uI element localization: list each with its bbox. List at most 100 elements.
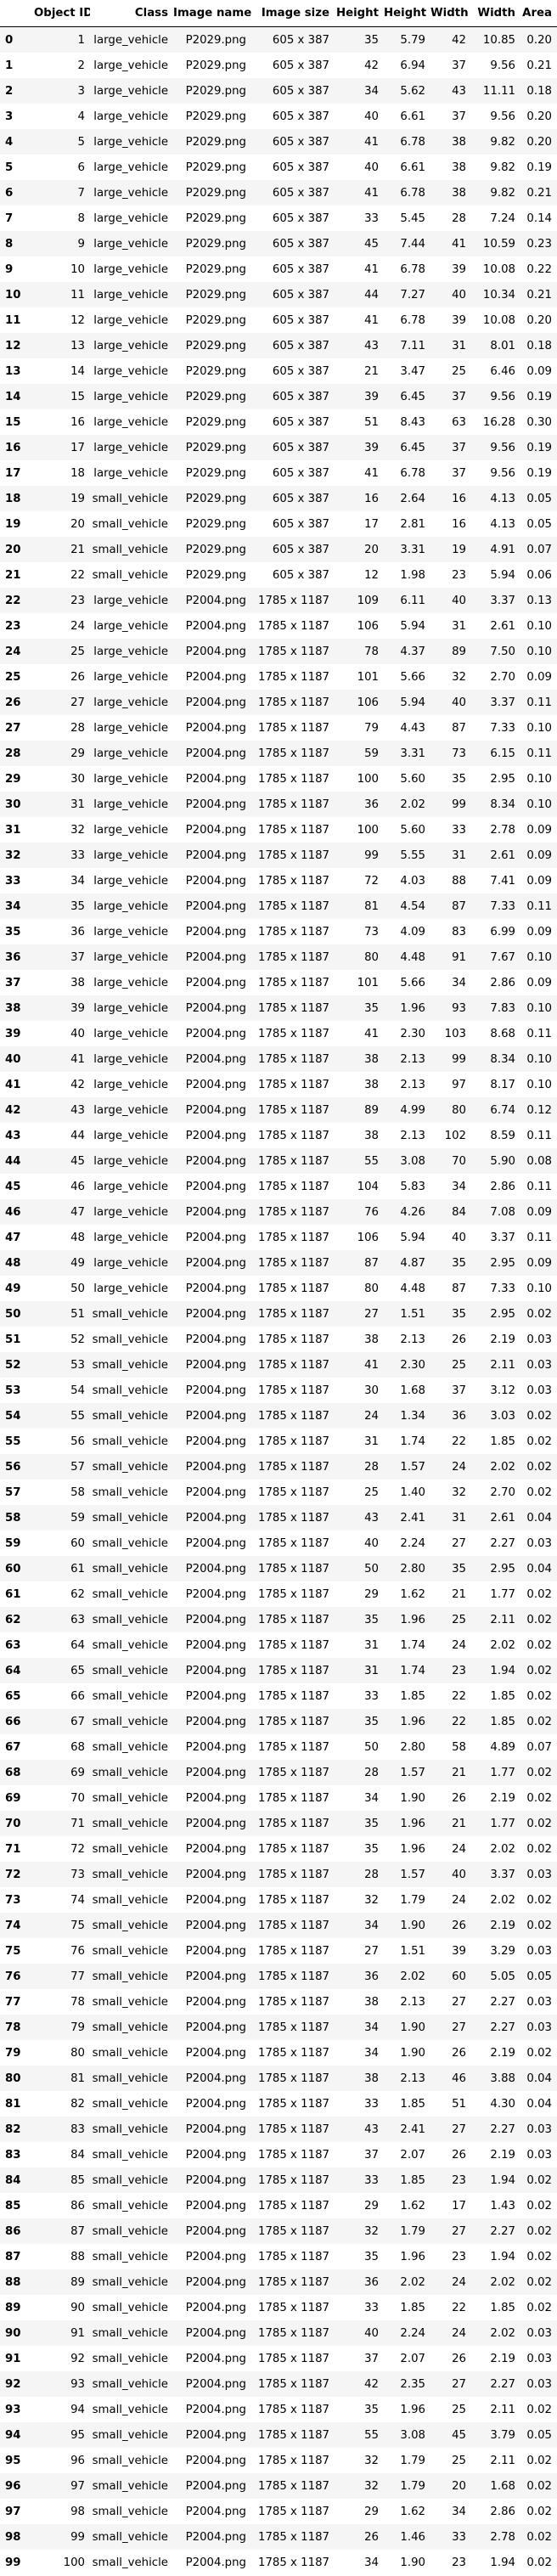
table-cell: 8.43 xyxy=(400,415,425,429)
table-cell: 4.43 xyxy=(400,721,425,735)
table-cell: P2004.png xyxy=(185,594,246,607)
table-cell: 4.09 xyxy=(400,925,425,939)
table-cell: 71 xyxy=(70,1817,85,1830)
row-index: 40 xyxy=(5,1052,21,1066)
table-cell: 66 xyxy=(70,1689,85,1703)
table-cell: 2.11 xyxy=(490,1358,515,1372)
table-cell: P2004.png xyxy=(185,2352,246,2365)
table-cell: 30 xyxy=(70,772,85,786)
table-cell: 2.11 xyxy=(490,1613,515,1626)
row-index: 90 xyxy=(5,2326,21,2340)
table-cell: 0.03 xyxy=(526,1333,552,1346)
row-index: 25 xyxy=(5,670,21,684)
table-cell: 0.09 xyxy=(526,874,552,888)
table-cell: 1785 x 1187 xyxy=(257,950,329,964)
table-cell: 3.37 xyxy=(490,696,515,709)
table-cell: 6.11 xyxy=(400,594,425,607)
table-cell: 39 xyxy=(452,313,466,327)
table-cell: 1.98 xyxy=(400,568,425,582)
table-cell: 6.78 xyxy=(400,135,425,149)
table-cell: 0.04 xyxy=(526,1562,552,1575)
table-cell: 2.30 xyxy=(400,1358,425,1372)
table-cell: P2004.png xyxy=(185,2148,246,2162)
table-cell: 605 x 387 xyxy=(272,339,329,352)
table-cell: 38 xyxy=(364,1129,379,1142)
table-cell: 1785 x 1187 xyxy=(257,747,329,760)
table-cell: 51 xyxy=(452,2097,466,2111)
table-row: 84 85 small_vehicle P2004.png 1785 x 1187 33 1… xyxy=(0,2167,557,2193)
table-cell: 0.05 xyxy=(526,492,552,505)
table-cell: small_vehicle xyxy=(92,2454,168,2467)
table-cell: 25 xyxy=(452,2403,466,2416)
table-cell: 1.74 xyxy=(400,1664,425,1677)
table-cell: P2004.png xyxy=(185,1944,246,1958)
table-row: 83 84 small_vehicle P2004.png 1785 x 1187 37 2… xyxy=(0,2142,557,2167)
table-cell: 1785 x 1187 xyxy=(257,1536,329,1550)
table-cell: 1785 x 1187 xyxy=(257,1358,329,1372)
table-cell: 79 xyxy=(364,721,379,735)
table-cell: 0.03 xyxy=(526,2352,552,2365)
table-cell: P2004.png xyxy=(185,2275,246,2289)
table-cell: 36 xyxy=(70,925,85,939)
table-cell: 7.08 xyxy=(490,1205,515,1219)
table-cell: 1785 x 1187 xyxy=(257,2530,329,2544)
table-row: 9 10 large_vehicle P2029.png 605 x 387 41 6.78… xyxy=(0,256,557,282)
table-cell: 4.91 xyxy=(490,543,515,556)
table-cell: 5 xyxy=(77,135,85,149)
table-cell: large_vehicle xyxy=(93,619,168,633)
table-cell: 4.13 xyxy=(490,517,515,531)
table-cell: P2004.png xyxy=(185,823,246,837)
table-cell: 50 xyxy=(364,1740,379,1754)
table-row: 59 60 small_vehicle P2004.png 1785 x 1187 40 2… xyxy=(0,1530,557,1556)
table-cell: 605 x 387 xyxy=(272,33,329,47)
table-cell: 1785 x 1187 xyxy=(257,2505,329,2518)
table-cell: large_vehicle xyxy=(93,415,168,429)
row-index: 99 xyxy=(5,2556,21,2569)
table-cell: 38 xyxy=(70,976,85,989)
table-cell: 4.87 xyxy=(400,1256,425,1270)
table-cell: 1.96 xyxy=(400,2250,425,2263)
table-cell: 0.02 xyxy=(526,1893,552,1907)
table-cell: large_vehicle xyxy=(93,1231,168,1244)
table-cell: small_vehicle xyxy=(92,2326,168,2340)
table-cell: 0.11 xyxy=(526,747,552,760)
table-cell: P2004.png xyxy=(185,670,246,684)
table-cell: 1.74 xyxy=(400,1435,425,1448)
table-cell: small_vehicle xyxy=(92,1766,168,1779)
table-cell: 89 xyxy=(70,2275,85,2289)
table-cell: 46 xyxy=(452,2072,466,2085)
table-cell: 8.17 xyxy=(490,1078,515,1091)
table-row: 5 6 large_vehicle P2029.png 605 x 387 40 6.61 3… xyxy=(0,155,557,180)
table-cell: P2004.png xyxy=(185,798,246,811)
table-cell: 35 xyxy=(364,2403,379,2416)
row-index: 51 xyxy=(5,1333,21,1346)
table-cell: large_vehicle xyxy=(93,848,168,862)
table-cell: P2029.png xyxy=(185,59,246,72)
table-cell: 7.41 xyxy=(490,874,515,888)
table-cell: large_vehicle xyxy=(93,466,168,480)
table-cell: 1785 x 1187 xyxy=(257,772,329,786)
table-cell: 2.13 xyxy=(400,1078,425,1091)
table-cell: 3.31 xyxy=(400,747,425,760)
table-cell: 25 xyxy=(70,645,85,658)
table-cell: P2004.png xyxy=(185,1562,246,1575)
table-cell: 44 xyxy=(364,288,379,302)
table-cell: small_vehicle xyxy=(92,2072,168,2085)
table-cell: 0.02 xyxy=(526,1307,552,1321)
table-cell: 35 xyxy=(364,1842,379,1856)
table-cell: 1785 x 1187 xyxy=(257,2275,329,2289)
table-cell: P2004.png xyxy=(185,2250,246,2263)
table-cell: 2.19 xyxy=(490,1791,515,1805)
table-row: 86 87 small_vehicle P2004.png 1785 x 1187 32 1… xyxy=(0,2218,557,2244)
table-cell: 1785 x 1187 xyxy=(257,1944,329,1958)
table-cell: 605 x 387 xyxy=(272,543,329,556)
row-index: 20 xyxy=(5,543,21,556)
table-row: 64 65 small_vehicle P2004.png 1785 x 1187 31 1… xyxy=(0,1658,557,1683)
row-index: 49 xyxy=(5,1282,21,1295)
table-row: 90 91 small_vehicle P2004.png 1785 x 1187 40 2… xyxy=(0,2320,557,2346)
table-cell: 0.09 xyxy=(526,364,552,378)
table-cell: 24 xyxy=(452,1893,466,1907)
row-index: 80 xyxy=(5,2072,21,2085)
table-cell: 80 xyxy=(364,950,379,964)
table-cell: 56 xyxy=(70,1435,85,1448)
